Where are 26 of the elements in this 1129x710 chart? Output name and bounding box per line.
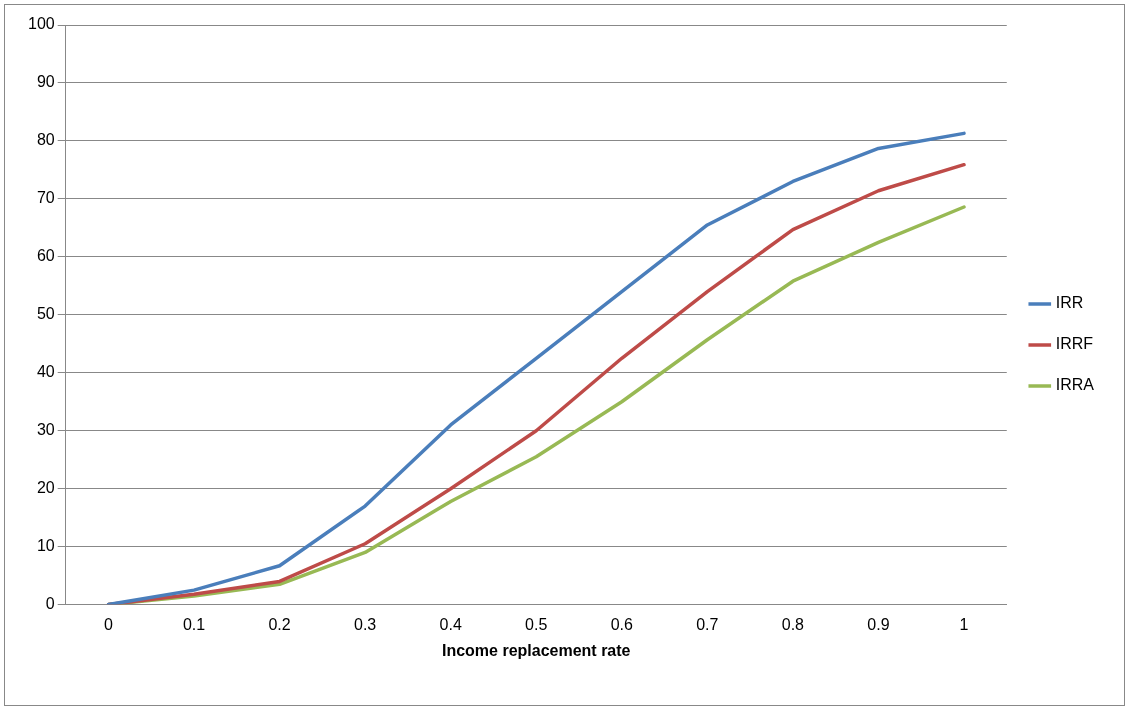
y-tick-label: 100 [27,15,55,33]
x-tick-label: 0.2 [268,615,291,633]
y-tick-label: 50 [36,305,55,323]
x-tick-label: 0.1 [182,615,206,633]
x-tick-label: 0.3 [354,615,377,633]
x-tick-label: 0.7 [696,615,719,633]
y-tick-label: 20 [36,479,55,497]
x-tick-label: 1 [959,615,969,633]
x-tick-label: 0.6 [610,615,634,633]
legend-label: IRR [1055,294,1084,312]
legend-label: IRRA [1055,376,1095,394]
y-tick-label: 0 [45,595,55,613]
legend-label: IRRF [1055,335,1094,353]
y-tick-label: 60 [36,247,55,265]
y-tick-label: 70 [36,189,55,207]
y-tick-label: 40 [36,363,55,381]
y-tick-label: 80 [36,131,55,149]
x-tick-label: 0 [104,615,114,633]
y-tick-label: 90 [36,73,55,91]
x-tick-label: 0.4 [439,615,462,633]
x-axis-title: Income replacement rate [441,641,631,659]
x-tick-label: 0.5 [525,615,548,633]
x-tick-label: 0.8 [781,615,805,633]
y-tick-label: 10 [36,537,55,555]
x-tick-label: 0.9 [867,615,890,633]
y-tick-label: 30 [36,421,55,439]
